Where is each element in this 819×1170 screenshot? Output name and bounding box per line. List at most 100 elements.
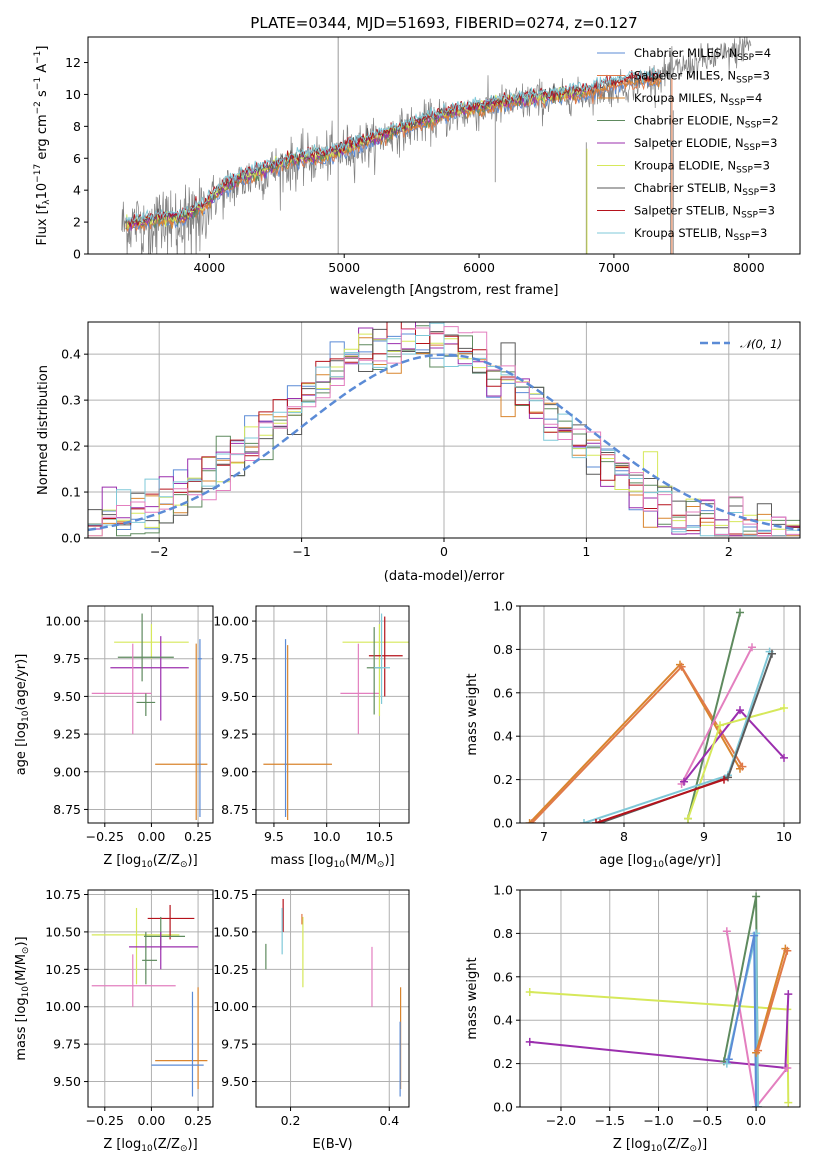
panel-spectrum: 4000 5000 6000 7000 8000 0 2 4 6 8 10 12 PLATE=0344,… [33,14,801,298]
y-tick-label: 8.75 [221,802,249,817]
y-tick-label: 9.00 [221,764,249,779]
y-tick-label: 9.50 [53,1074,81,1089]
y-tick-label: 8 [73,119,81,134]
y-tick-label: 9.75 [221,1037,249,1052]
plot-area [88,606,213,823]
weight-marker [677,662,686,671]
y-axis-label: Flux [fλ10−17 erg cm−2 s−1 A−1] [33,46,52,246]
x-tick-label: −0.25 [86,829,124,844]
y-tick-label: 0.2 [493,1056,513,1071]
weight-marker [596,819,604,823]
y-tick-label: 0.0 [493,1100,513,1115]
weight-line [755,948,787,1054]
y-tick-label: 0.6 [493,685,513,700]
x-tick-label: 0.00 [138,829,166,844]
legend-label: Chabrier ELODIE, NSSP=2 [634,114,779,131]
y-tick-label: 10.50 [45,924,81,939]
legend-label: Kroupa ELODIE, NSSP=3 [634,159,770,176]
legend-label: Chabrier STELIB, NSSP=3 [634,181,776,198]
axes-frame [87,889,214,1108]
weight-marker [580,819,588,823]
weight-marker [783,946,792,955]
x-tick-label: 6000 [463,260,495,275]
y-tick-label: 0.6 [493,969,513,984]
weight-line [595,778,725,823]
y-tick-label: 6 [73,151,81,166]
legend-label: Chabrier MILES, NSSP=4 [634,46,771,63]
legend-label: Kroupa MILES, NSSP=4 [634,91,762,108]
weight-marker [784,990,793,999]
y-tick-label: 10.75 [45,887,81,902]
y-tick-label: 0.4 [493,729,513,744]
weight-line [599,653,773,823]
y-tick-label: 0.8 [493,642,513,657]
weight-line [725,931,789,1107]
weight-marker [754,1103,763,1107]
x-tick-label: 5000 [328,260,360,275]
y-tick-label: 10.00 [213,999,249,1014]
x-axis-label: mass [log10(M/M⊙)] [270,853,394,870]
x-tick-label: 9.5 [264,829,284,844]
x-tick-label: 0 [440,544,448,559]
chart-title: PLATE=0344, MJD=51693, FIBERID=0274, z=0… [250,14,637,32]
legend-label: Salpeter MILES, NSSP=3 [634,69,770,86]
panel-mass_vs_Z: −0.25 0.00 0.25 9.50 9.75 10.00 10.25 10.50 10.7… [14,887,214,1154]
legend-label: Salpeter STELIB, NSSP=3 [634,204,775,221]
x-tick-label: 9 [700,829,708,844]
weight-marker [754,1046,763,1055]
weight-marker [680,777,688,786]
y-tick-label: 9.50 [221,1074,249,1089]
y-tick-label: 10.50 [213,924,249,939]
weight-marker [768,649,776,658]
x-axis-label: Z [log10(Z/Z⊙)] [103,1137,197,1154]
residual-histogram [88,337,800,537]
x-axis-label: E(B-V) [312,1137,352,1152]
legend-label: Kroupa STELIB, NSSP=3 [634,226,767,243]
weight-marker [525,819,534,823]
axes-frame [519,605,801,824]
weight-marker [736,706,744,715]
weight-marker [525,987,534,996]
x-tick-label: 0.4 [379,1113,399,1128]
plot-area [520,890,800,1107]
y-axis-label: mass weight [465,957,480,1039]
y-tick-label: 10.00 [45,614,81,629]
weight-line [757,950,789,1051]
x-tick-label: 4000 [193,260,225,275]
legend: Chabrier MILES, NSSP=4 Salpeter MILES, NS… [597,46,779,243]
y-tick-label: 8.75 [53,802,81,817]
x-tick-label: −1.0 [643,1113,673,1128]
y-tick-label: 10.00 [213,614,249,629]
weight-marker [780,703,788,712]
axes-frame [87,36,801,255]
x-tick-label: 0.25 [184,829,212,844]
weight-marker [748,643,756,652]
y-tick-label: 0.2 [493,772,513,787]
model-line [125,77,662,233]
x-axis-label: age [log10(age/yr)] [599,853,721,870]
residual-histogram [88,326,800,537]
y-tick-label: 0.0 [61,531,81,546]
weight-line [687,612,741,819]
plot-area [88,322,800,538]
axes-frame [87,321,801,539]
weight-line [529,991,790,1103]
y-tick-label: 9.00 [53,764,81,779]
y-tick-label: 0.4 [61,347,81,362]
y-tick-label: 10.00 [45,999,81,1014]
y-axis-label: mass [log10(M/M⊙)] [14,936,31,1060]
panel-residuals: −2 −1 0 1 2 0.0 0.1 0.2 0.3 0.4 (data-model)/error… [36,321,801,584]
x-tick-label: 0.25 [184,1113,212,1128]
y-axis-label: Normed distribution [36,365,51,495]
y-tick-label: 9.25 [53,727,81,742]
x-tick-label: 7000 [598,260,630,275]
x-tick-label: −0.25 [86,1113,124,1128]
y-tick-label: 0.3 [61,393,81,408]
y-tick-label: 9.75 [53,651,81,666]
x-axis-label: Z [log10(Z/Z⊙)] [613,1137,707,1154]
y-tick-label: 10.75 [213,887,249,902]
weight-marker [684,814,692,823]
panel-mass_vs_EBV: 0.2 0.4 9.50 9.75 10.00 10.25 10.50 10.75 E(B-V) [213,887,410,1152]
weight-marker [722,1059,731,1068]
